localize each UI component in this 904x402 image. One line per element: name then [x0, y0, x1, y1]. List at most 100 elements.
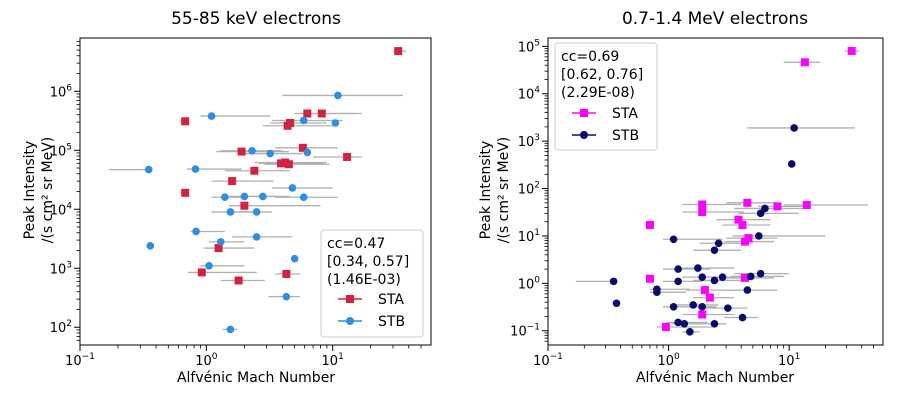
- data-point-sta: [661, 322, 670, 331]
- y-tick-label: 105: [518, 38, 540, 55]
- data-point-sta: [228, 177, 237, 186]
- data-point-sta: [705, 293, 714, 302]
- y-tick-label: 10−1: [510, 323, 540, 340]
- data-point-sta: [698, 200, 707, 209]
- legend-label-sta: STA: [378, 292, 404, 308]
- data-point-sta: [773, 202, 782, 211]
- data-point-stb: [756, 209, 765, 218]
- data-point-stb: [790, 124, 798, 132]
- y-tick-label: 106: [50, 83, 73, 100]
- y-tick-label: 100: [518, 275, 541, 292]
- data-point-stb: [710, 276, 719, 285]
- legend-entry-sta: STA: [572, 106, 638, 122]
- legend: cc=0.47 [0.34, 0.57] (1.46E-03) STA STB: [320, 229, 424, 338]
- legend-marker-stb: [346, 317, 354, 325]
- p-value: (1.46E-03): [327, 272, 401, 288]
- data-point-sta: [800, 58, 809, 67]
- x-axis-label: Alfvénic Mach Number: [177, 370, 335, 386]
- cc-value: cc=0.47: [327, 236, 385, 252]
- data-point-stb: [266, 149, 274, 158]
- data-point-stb: [680, 320, 689, 328]
- x-tick-label: 100: [195, 352, 218, 369]
- data-point-stb: [669, 302, 678, 311]
- data-point-stb: [334, 91, 342, 100]
- cc-interval: [0.62, 0.76]: [561, 67, 643, 83]
- data-point-sta: [738, 221, 747, 230]
- data-point-stb: [756, 269, 765, 278]
- chart-title: 0.7-1.4 MeV electrons: [622, 9, 808, 29]
- data-point-sta: [645, 221, 654, 230]
- data-point-stb: [205, 262, 213, 270]
- data-point-sta: [237, 147, 246, 156]
- data-point-sta: [214, 244, 223, 253]
- chart-title: 55-85 keV electrons: [171, 9, 341, 29]
- data-point-stb: [653, 288, 661, 297]
- legend-marker-stb: [580, 131, 588, 139]
- data-point-stb: [216, 238, 225, 246]
- data-point-sta: [197, 268, 206, 277]
- y-axis-label-line1: Peak Intensity: [22, 141, 38, 240]
- y-tick-label: 105: [50, 142, 72, 159]
- data-point-stb: [299, 193, 308, 202]
- p-value: (2.29E-08): [561, 85, 635, 101]
- data-point-sta: [298, 143, 307, 152]
- x-tick-label: 101: [322, 352, 344, 369]
- legend-entry-stb: STB: [572, 128, 639, 144]
- cc-value: cc=0.69: [561, 49, 619, 65]
- data-point-sta: [317, 109, 326, 118]
- plot-frame: [79, 37, 432, 346]
- data-point-stb: [226, 325, 235, 334]
- legend: cc=0.69 [0.62, 0.76] (2.29E-08) STA STB: [554, 42, 658, 151]
- data-point-stb: [248, 146, 256, 155]
- data-point-stb: [303, 148, 312, 157]
- x-axis-label: Alfvénic Mach Number: [636, 370, 794, 386]
- data-point-stb: [207, 112, 216, 120]
- data-point-sta: [802, 200, 811, 209]
- data-point-stb: [191, 165, 200, 173]
- y-axis-label-line2: /(s cm² sr MeV): [40, 137, 56, 244]
- cc-interval: [0.34, 0.57]: [327, 254, 409, 270]
- legend-entry-stb: STB: [338, 314, 405, 330]
- x-tick-label: 100: [657, 352, 680, 369]
- x-tick-label: 10−1: [65, 352, 95, 369]
- data-point-stb: [674, 277, 682, 286]
- panel-55-85kev: 55-85 keV electrons Peak Intensity /(s c…: [22, 9, 432, 386]
- panel-0.7-1.4mev: 0.7-1.4 MeV electrons Peak Intensity /(s…: [478, 9, 884, 386]
- data-point-stb: [724, 304, 732, 312]
- data-point-stb: [743, 286, 752, 294]
- data-point-stb: [738, 313, 747, 322]
- data-point-stb: [146, 242, 155, 250]
- data-point-stb: [669, 235, 678, 244]
- data-point-sta: [250, 166, 259, 175]
- x-tick-label: 101: [778, 352, 800, 369]
- data-point-stb: [221, 193, 229, 202]
- y-tick-label: 103: [518, 133, 540, 150]
- data-point-stb: [674, 265, 682, 273]
- data-point-stb: [299, 116, 308, 125]
- data-point-stb: [252, 233, 261, 241]
- data-point-sta: [740, 237, 749, 246]
- y-tick-label: 102: [50, 319, 72, 336]
- legend-label-sta: STA: [612, 106, 638, 122]
- data-point-sta: [277, 159, 286, 168]
- y-tick-label: 104: [50, 201, 73, 218]
- data-point-stb: [689, 301, 697, 309]
- data-point-sta: [240, 201, 249, 210]
- data-point-stb: [252, 208, 261, 216]
- data-point-sta: [234, 276, 243, 285]
- data-point-sta: [743, 198, 752, 207]
- data-point-sta: [284, 160, 293, 169]
- y-tick-label: 101: [518, 228, 540, 245]
- legend-box: [320, 229, 424, 338]
- data-point-stb: [714, 239, 723, 248]
- y-tick-label: 104: [518, 86, 541, 103]
- data-point-sta: [283, 121, 292, 130]
- legend-box: [554, 42, 658, 151]
- data-point-stb: [698, 302, 706, 311]
- y-tick-label: 102: [518, 181, 540, 198]
- legend-label-stb: STB: [612, 128, 639, 144]
- plot-area: 10−1 100 101 102 103 104 105 106: [50, 41, 422, 369]
- data-point-sta: [181, 188, 190, 197]
- data-point-sta: [698, 310, 707, 319]
